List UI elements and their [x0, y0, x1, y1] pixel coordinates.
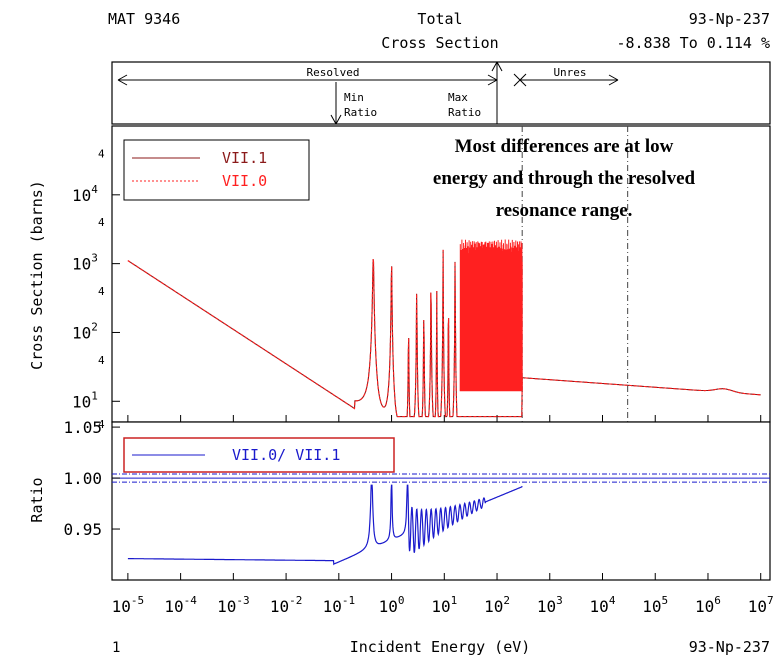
x-tick-label-7: 102	[484, 594, 510, 616]
y-tick-label-top-3: 104	[72, 183, 98, 205]
legend-vii1-label: VII.1	[222, 149, 267, 167]
ratio-legend: VII.0/ VII.1	[123, 437, 395, 473]
header-mat: MAT 9346	[108, 10, 180, 28]
y-minor-label-top-0: 4	[98, 354, 105, 367]
x-tick-label-6: 101	[431, 594, 457, 616]
y-tick-label-top-2: 103	[72, 252, 98, 274]
x-tick-label-5: 100	[379, 594, 405, 616]
y-tick-label-bottom-2: 0.95	[63, 520, 102, 539]
y-minor-label-top-2: 4	[98, 216, 105, 229]
footer-left: 1	[112, 640, 120, 656]
y-tick-label-bottom-1: 1.00	[63, 469, 102, 488]
annotation-line-3: resonance range.	[496, 200, 633, 221]
min-ratio-line2: Ratio	[344, 106, 377, 119]
x-tick-label-8: 103	[537, 594, 563, 616]
cross-section-legend: VII.1 VII.0	[123, 139, 310, 201]
x-tick-label-9: 104	[590, 594, 616, 616]
region-strip: Resolved Unres Min Ratio Max Ratio	[111, 61, 771, 125]
header-material: 93-Np-237	[689, 10, 770, 28]
ratio-axis-label: Ratio	[28, 477, 46, 522]
header-quantity: Total	[417, 10, 462, 28]
unres-arrow-head	[608, 74, 619, 86]
max-ratio-line1: Max	[448, 91, 468, 104]
x-tick-label-3: 10-2	[270, 594, 303, 616]
x-tick-label-4: 10-1	[323, 594, 356, 616]
y-tick-label-top-0: 101	[72, 389, 98, 411]
boundary-cross-mark	[513, 73, 527, 87]
max-ratio-line2: Ratio	[448, 106, 481, 119]
series-vii0-resonance-band	[459, 239, 523, 392]
x-axis-label: Incident Energy (eV)	[350, 638, 531, 656]
x-tick-label-10: 105	[642, 594, 668, 616]
y-minor-label-bottom: 4	[98, 418, 105, 431]
annotation-line-2: energy and through the resolved	[433, 168, 696, 189]
y-tick-label-top-1: 102	[72, 320, 98, 342]
header-subtitle: Cross Section	[381, 34, 498, 52]
resolved-label: Resolved	[307, 66, 360, 79]
x-tick-label-0: 10-5	[112, 594, 145, 616]
y-minor-label-top-1: 4	[98, 285, 105, 298]
y-tick-label-bottom-0: 1.05	[63, 418, 102, 437]
cross-section-legend-frame	[123, 139, 310, 201]
resolved-arrow-heads	[117, 74, 498, 86]
annotation: Most differences are at low energy and t…	[433, 136, 696, 221]
footer-right: 93-Np-237	[689, 638, 770, 656]
x-tick-label-12: 107	[748, 594, 773, 616]
max-ratio-arrow-head	[491, 61, 503, 72]
header-range: -8.838 To 0.114 %	[616, 34, 770, 52]
unres-label: Unres	[553, 66, 586, 79]
series-vii0-line	[127, 249, 761, 418]
x-tick-label-2: 10-3	[217, 594, 250, 616]
legend-ratio-label: VII.0/ VII.1	[232, 446, 340, 464]
y-minor-label-top-3: 4	[98, 147, 105, 160]
annotation-line-1: Most differences are at low	[455, 136, 674, 157]
region-strip-frame	[111, 61, 771, 125]
cross-section-axis-label: Cross Section (barns)	[28, 180, 46, 370]
min-ratio-line1: Min	[344, 91, 364, 104]
min-ratio-arrow-head	[330, 114, 342, 125]
legend-vii0-label: VII.0	[222, 172, 267, 190]
series-ratio-line	[127, 484, 523, 566]
x-tick-label-1: 10-4	[164, 594, 197, 616]
x-tick-label-11: 106	[695, 594, 721, 616]
